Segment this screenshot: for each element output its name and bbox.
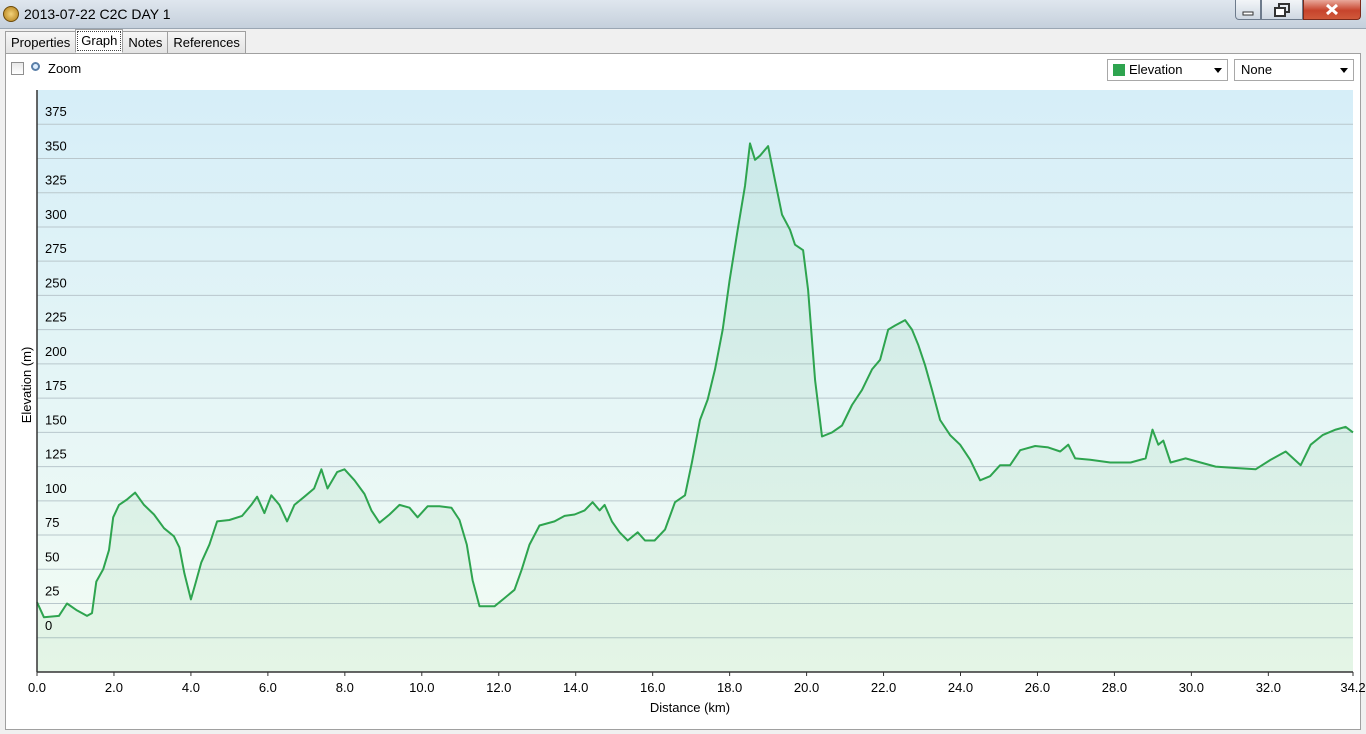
- zoom-label: Zoom: [48, 61, 82, 76]
- zoom-icon: [31, 62, 40, 71]
- close-icon: [1325, 3, 1339, 16]
- dropdown-arrow: [1214, 68, 1222, 73]
- dropdown-text: None: [1241, 62, 1273, 77]
- second-series-dropdown[interactable]: None: [1234, 59, 1354, 81]
- tab[interactable]: References: [167, 31, 246, 54]
- tab[interactable]: Notes: [122, 31, 169, 54]
- minimize-icon: [1242, 11, 1254, 16]
- tab[interactable]: Properties: [5, 31, 77, 54]
- dropdown-arrow: [1340, 68, 1348, 73]
- graph-panel: [5, 53, 1361, 730]
- close-button[interactable]: [1303, 0, 1361, 20]
- legend-entry: Elevation: [1129, 62, 1183, 77]
- restore-button[interactable]: [1261, 0, 1303, 20]
- tab[interactable]: Graph: [75, 29, 124, 53]
- title-bar: 2013-07-22 C2C DAY 1: [0, 0, 1366, 29]
- series-swatch: [1113, 64, 1125, 76]
- window-title: 2013-07-22 C2C DAY 1: [24, 6, 171, 22]
- zoom-checkbox[interactable]: [11, 62, 24, 75]
- minimize-button[interactable]: [1235, 0, 1261, 20]
- tab-strip: Properties Graph Notes References: [5, 29, 246, 54]
- series-dropdown[interactable]: Elevation: [1107, 59, 1228, 81]
- app-icon: [3, 6, 19, 22]
- restore-icon: [1274, 3, 1290, 17]
